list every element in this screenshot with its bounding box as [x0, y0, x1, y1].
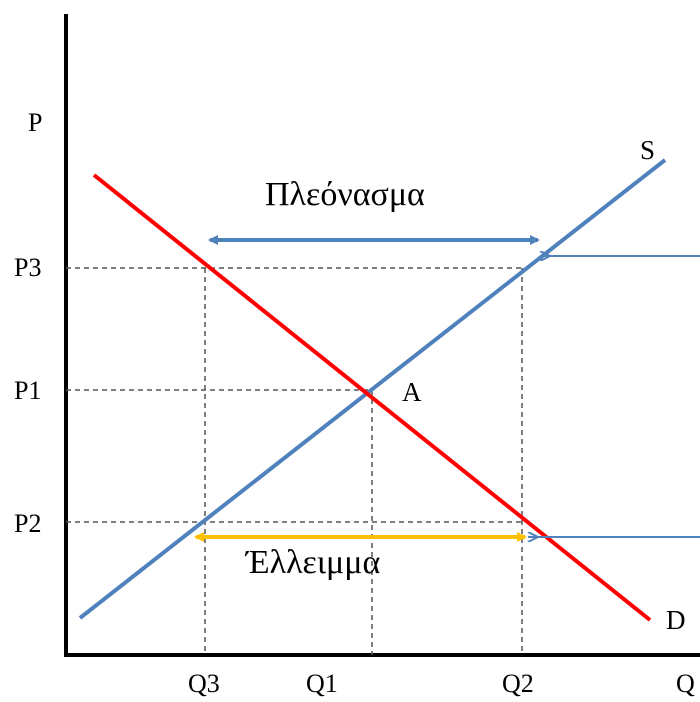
q2-tick-label: Q2 — [502, 669, 534, 698]
q3-tick-label: Q3 — [188, 669, 220, 698]
y-axis-label: P — [28, 108, 42, 137]
p2-tick-label: P2 — [14, 509, 41, 538]
demand-curve-label: D — [666, 605, 686, 635]
guide-lines — [66, 267, 523, 655]
demand-curve — [92, 173, 652, 622]
supply-curve — [78, 158, 667, 620]
surplus-label: Πλεόνασμα — [265, 176, 425, 213]
x-axis-label: Q — [676, 669, 695, 698]
p1-tick-label: P1 — [14, 376, 41, 405]
shortage-label: Έλλειμμα — [244, 544, 380, 581]
q1-tick-label: Q1 — [306, 669, 338, 698]
supply-curve-label: S — [640, 135, 655, 165]
equilibrium-label: A — [402, 377, 422, 407]
p3-tick-label: P3 — [14, 253, 41, 282]
